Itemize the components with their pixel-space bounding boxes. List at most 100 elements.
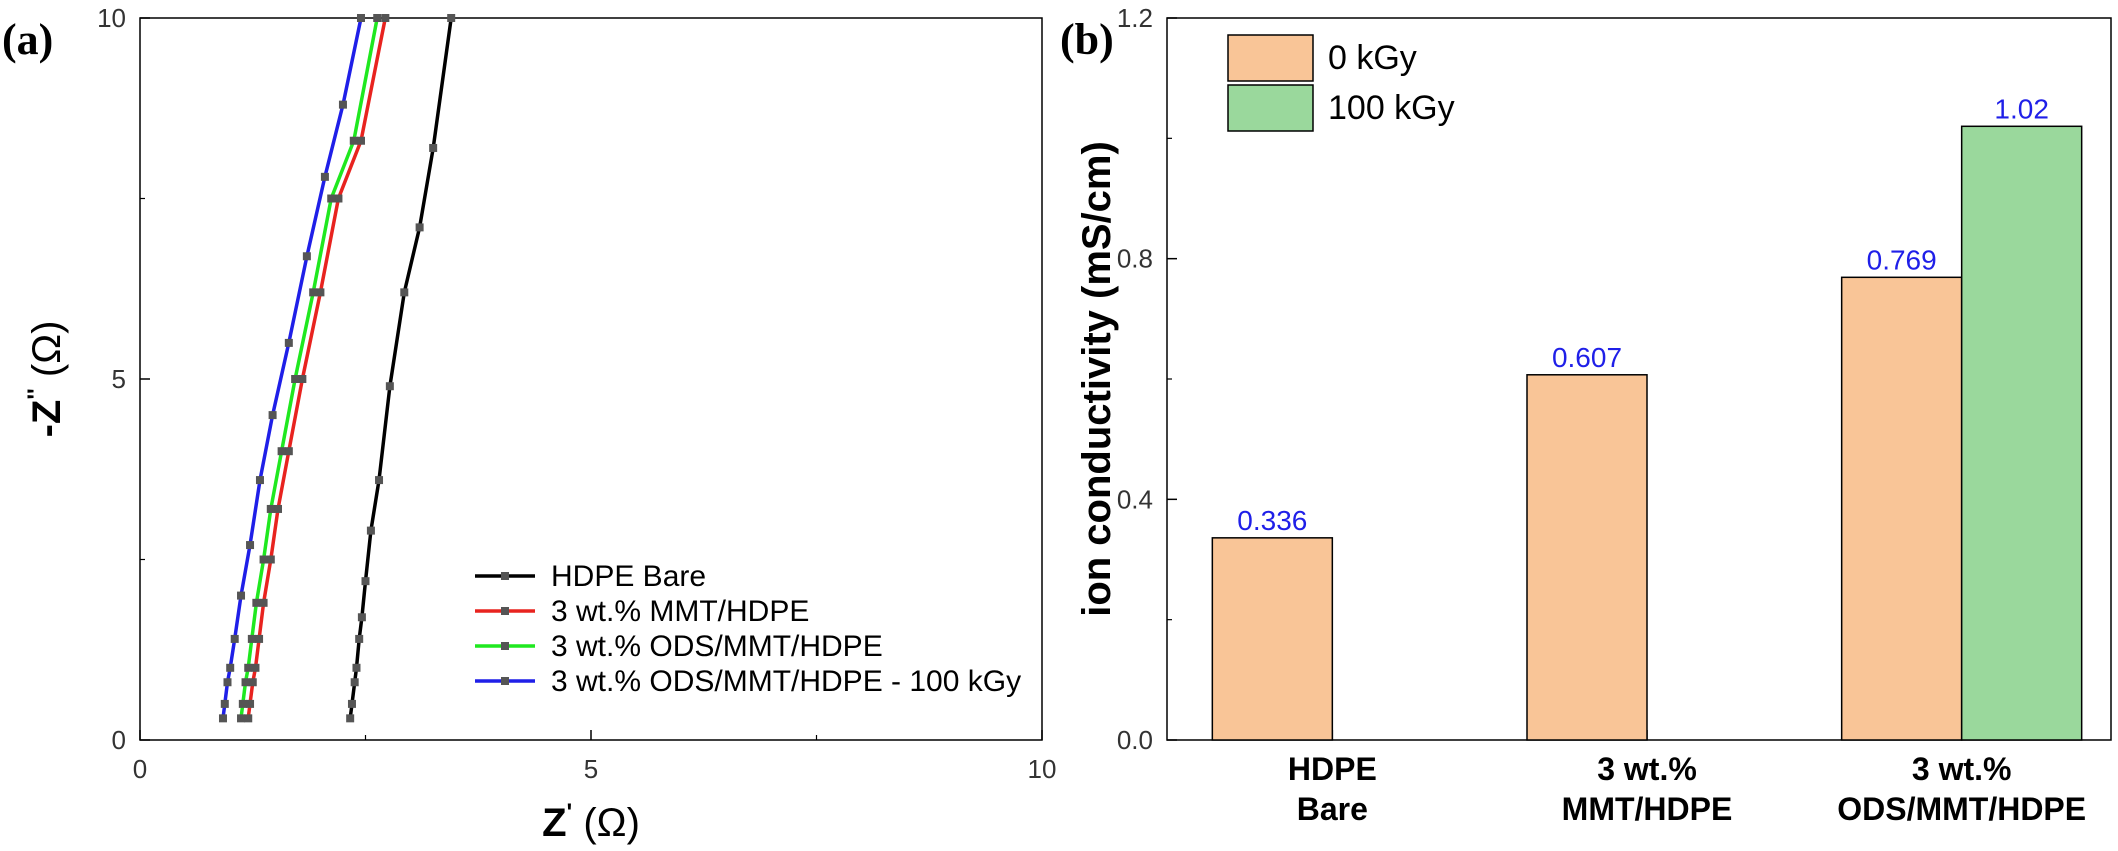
data-point [375, 476, 384, 485]
data-point [302, 252, 311, 261]
plot-a-ticks: 0 5 10 0 5 10 [97, 3, 1056, 784]
bar [1840, 276, 1963, 741]
legend-marker [501, 607, 509, 615]
bar-value-label: 1.02 [1994, 93, 2049, 124]
series-line [221, 17, 363, 719]
bar [1526, 374, 1648, 741]
data-point [226, 663, 235, 672]
bar-value-label: 0.607 [1552, 342, 1622, 373]
legend-marker [501, 677, 509, 685]
data-point [284, 338, 293, 347]
data-point [241, 678, 250, 687]
legend-marker [501, 572, 509, 580]
data-point [246, 541, 255, 550]
data-point [266, 504, 275, 513]
data-point [255, 634, 264, 643]
data-point [237, 591, 246, 600]
data-point [338, 100, 347, 109]
data-point [309, 288, 318, 297]
data-point [284, 447, 293, 456]
data-point [277, 447, 286, 456]
y-tick-label: 0.8 [1117, 244, 1153, 274]
data-point [248, 678, 257, 687]
data-point [244, 714, 253, 723]
y-tick-label: 5 [112, 364, 126, 394]
legend-swatch [1227, 84, 1314, 132]
data-point [385, 382, 394, 391]
category-label: Bare [1297, 791, 1368, 827]
bar [1960, 125, 2083, 741]
data-point [381, 14, 390, 22]
bar-value-label: 0.336 [1237, 505, 1307, 536]
data-point [268, 411, 277, 420]
data-point [352, 663, 361, 672]
data-point [320, 172, 329, 181]
plot-b-bars [1211, 125, 2083, 741]
data-point [357, 613, 366, 622]
data-point [347, 699, 356, 708]
x-tick-label: 5 [584, 754, 598, 784]
data-point [255, 476, 264, 485]
plot-b-data-labels: 0.336 0.607 0.769 1.02 [1237, 93, 2049, 536]
data-point [247, 634, 256, 643]
series-line [246, 17, 388, 719]
legend-label: 3 wt.% MMT/HDPE [551, 595, 809, 628]
panel-b-label: (b) [1060, 15, 1114, 64]
data-point [237, 714, 246, 723]
x-tick-label: 0 [133, 754, 147, 784]
y-tick-label: 10 [97, 3, 126, 33]
panel-a-label: (a) [2, 15, 53, 64]
plot-b-ticks: 0.0 0.4 0.8 1.2 [1117, 3, 1963, 755]
category-label: HDPE [1288, 751, 1377, 787]
legend-label: HDPE Bare [551, 560, 706, 593]
data-point [373, 14, 382, 22]
data-point [361, 577, 370, 586]
category-label: 3 wt.% [1912, 751, 2012, 787]
legend-label: 3 wt.% ODS/MMT/HDPE [551, 630, 883, 663]
data-point [334, 194, 343, 203]
data-point [266, 555, 275, 564]
category-label: 3 wt.% [1597, 751, 1697, 787]
data-point [298, 375, 307, 383]
data-point [291, 375, 300, 383]
category-label: ODS/MMT/HDPE [1837, 791, 2086, 827]
x-tick-label: 10 [1028, 754, 1057, 784]
data-point [238, 699, 247, 708]
data-point [346, 714, 355, 723]
data-point [259, 555, 268, 564]
data-point [447, 14, 456, 22]
y-tick-label: 1.2 [1117, 3, 1153, 33]
data-point [220, 699, 229, 708]
x-axis-title: Z' (Ω) [542, 799, 640, 845]
data-point [230, 634, 239, 643]
conductivity-bar-chart: 0.0 0.4 0.8 1.2 0.336 0.607 0.769 1.02 HDPE Bar… [1075, 3, 2112, 827]
data-point [223, 678, 232, 687]
data-point [327, 194, 336, 203]
y-tick-label: 0 [112, 725, 126, 755]
data-point [400, 288, 409, 297]
data-point [356, 14, 365, 22]
y-axis-title-b: ion conductivity (mS/cm) [1075, 141, 1119, 617]
legend-swatch [1227, 34, 1314, 82]
data-point [316, 288, 325, 297]
data-point [259, 598, 268, 607]
legend-label: 0 kGy [1328, 39, 1417, 77]
y-axis-title: -Z'' (Ω) [23, 321, 69, 438]
bar-value-label: 0.769 [1867, 244, 1937, 275]
legend-marker [501, 642, 509, 650]
data-point [366, 526, 375, 535]
legend-label: 100 kGy [1328, 89, 1455, 127]
data-point [274, 504, 283, 513]
plot-a-series [218, 14, 456, 723]
data-point [350, 678, 359, 687]
category-label: MMT/HDPE [1562, 791, 1733, 827]
data-point [415, 223, 424, 232]
data-point [218, 714, 227, 723]
plot-b-legend: 0 kGy 100 kGy [1227, 34, 1455, 132]
data-point [356, 136, 365, 145]
data-point [246, 699, 255, 708]
plot-b-category-labels: HDPE Bare 3 wt.% MMT/HDPE 3 wt.% ODS/MMT/HDPE [1288, 751, 2086, 827]
